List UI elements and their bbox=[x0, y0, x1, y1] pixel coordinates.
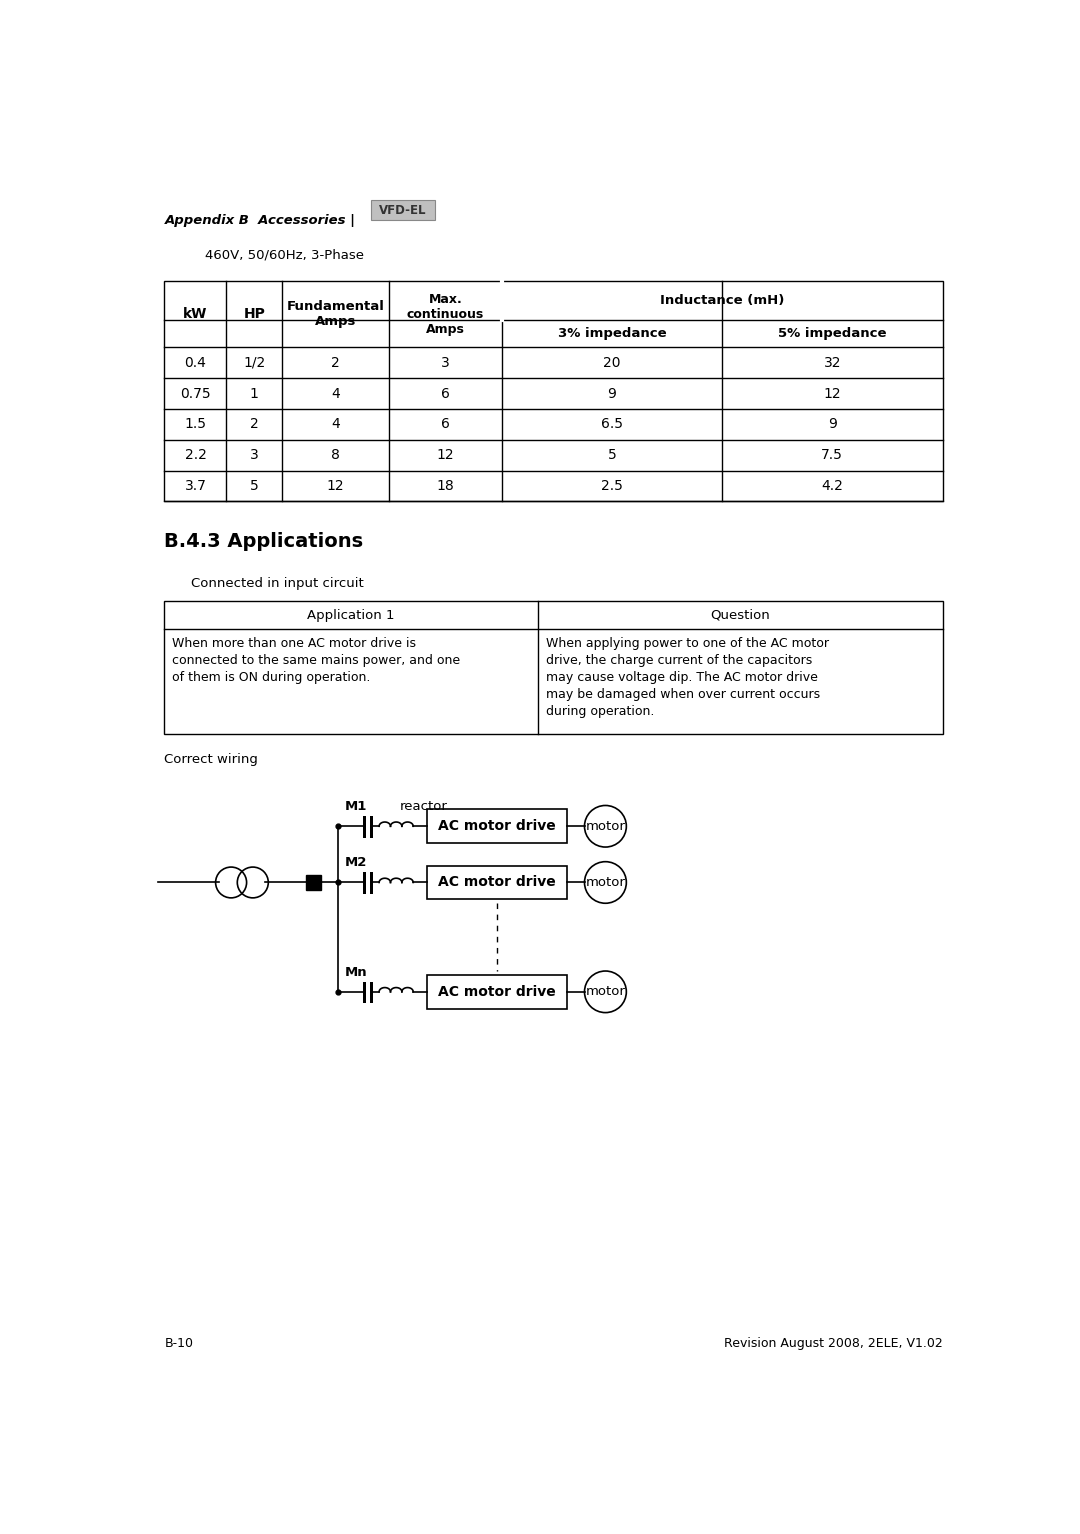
Text: kW: kW bbox=[184, 307, 207, 321]
Text: 6.5: 6.5 bbox=[600, 417, 623, 431]
Text: Max.
continuous
Amps: Max. continuous Amps bbox=[407, 293, 484, 336]
Text: Fundamental
Amps: Fundamental Amps bbox=[287, 301, 384, 328]
Text: 2: 2 bbox=[249, 417, 259, 431]
Text: Correct wiring: Correct wiring bbox=[164, 753, 258, 765]
Text: AC motor drive: AC motor drive bbox=[438, 985, 556, 999]
FancyBboxPatch shape bbox=[372, 201, 435, 221]
Text: 0.75: 0.75 bbox=[180, 387, 211, 400]
Text: M1: M1 bbox=[345, 801, 367, 813]
Text: 7.5: 7.5 bbox=[822, 448, 843, 462]
Text: M2: M2 bbox=[345, 856, 367, 870]
Text: 3: 3 bbox=[441, 356, 449, 370]
Text: When more than one AC motor drive is
connected to the same mains power, and one
: When more than one AC motor drive is con… bbox=[172, 637, 460, 684]
Bar bbox=[164, 281, 943, 502]
Text: motor: motor bbox=[585, 819, 625, 833]
Bar bbox=[428, 810, 567, 844]
Text: 32: 32 bbox=[824, 356, 841, 370]
Text: Appendix B  Accessories |: Appendix B Accessories | bbox=[164, 215, 355, 227]
Text: 18: 18 bbox=[436, 479, 455, 492]
Text: VFD-EL: VFD-EL bbox=[379, 204, 427, 216]
Text: 8: 8 bbox=[332, 448, 340, 462]
Text: 460V, 50/60Hz, 3-Phase: 460V, 50/60Hz, 3-Phase bbox=[205, 249, 364, 262]
Text: 12: 12 bbox=[823, 387, 841, 400]
Text: 2: 2 bbox=[332, 356, 340, 370]
Text: Connected in input circuit: Connected in input circuit bbox=[191, 577, 364, 589]
Bar bbox=[428, 865, 567, 899]
Bar bbox=[164, 601, 943, 733]
Text: 5: 5 bbox=[249, 479, 259, 492]
Text: 2.2: 2.2 bbox=[185, 448, 206, 462]
Text: reactor: reactor bbox=[400, 801, 447, 813]
Text: 3% impedance: 3% impedance bbox=[557, 327, 666, 341]
Text: 5% impedance: 5% impedance bbox=[778, 327, 887, 341]
Text: HP: HP bbox=[243, 307, 266, 321]
Text: Inductance (mH): Inductance (mH) bbox=[660, 295, 784, 307]
Text: 5: 5 bbox=[607, 448, 617, 462]
Text: 1/2: 1/2 bbox=[243, 356, 266, 370]
Text: motor: motor bbox=[585, 985, 625, 999]
Text: 0.4: 0.4 bbox=[185, 356, 206, 370]
Text: 12: 12 bbox=[436, 448, 455, 462]
Text: AC motor drive: AC motor drive bbox=[438, 819, 556, 833]
Text: motor: motor bbox=[585, 876, 625, 890]
Text: 1.5: 1.5 bbox=[185, 417, 206, 431]
Text: Revision August 2008, 2ELE, V1.02: Revision August 2008, 2ELE, V1.02 bbox=[724, 1336, 943, 1350]
Text: 3: 3 bbox=[249, 448, 259, 462]
Text: 3.7: 3.7 bbox=[185, 479, 206, 492]
Text: 6: 6 bbox=[441, 417, 450, 431]
Text: AC motor drive: AC motor drive bbox=[438, 876, 556, 890]
Bar bbox=[428, 976, 567, 1009]
Text: 12: 12 bbox=[327, 479, 345, 492]
Text: 4: 4 bbox=[332, 417, 340, 431]
Text: B.4.3 Applications: B.4.3 Applications bbox=[164, 532, 364, 551]
Text: When applying power to one of the AC motor
drive, the charge current of the capa: When applying power to one of the AC mot… bbox=[545, 637, 828, 718]
Text: B-10: B-10 bbox=[164, 1336, 193, 1350]
Text: 4: 4 bbox=[332, 387, 340, 400]
Text: 20: 20 bbox=[603, 356, 621, 370]
Text: 4.2: 4.2 bbox=[822, 479, 843, 492]
Text: 6: 6 bbox=[441, 387, 450, 400]
Text: 2.5: 2.5 bbox=[600, 479, 623, 492]
Text: Application 1: Application 1 bbox=[308, 609, 395, 621]
Text: 1: 1 bbox=[249, 387, 259, 400]
Text: 9: 9 bbox=[828, 417, 837, 431]
Bar bbox=[306, 876, 321, 890]
Text: Question: Question bbox=[711, 609, 770, 621]
Text: 9: 9 bbox=[607, 387, 617, 400]
Text: Mn: Mn bbox=[345, 966, 367, 979]
